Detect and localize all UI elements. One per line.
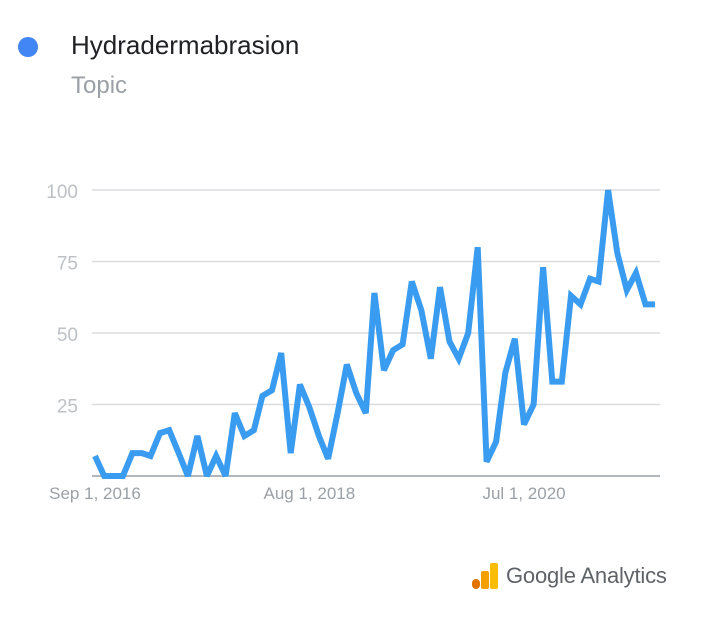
x-axis-ticks: Sep 1, 2016 Aug 1, 2018 Jul 1, 2020 — [49, 484, 565, 503]
data-point — [122, 476, 123, 477]
data-point — [533, 404, 534, 405]
legend-series-name: Hydradermabrasion — [71, 30, 300, 60]
data-point — [253, 430, 254, 431]
data-point — [328, 458, 329, 459]
data-point — [309, 407, 310, 408]
data-point — [571, 295, 572, 296]
data-point — [430, 358, 431, 359]
logo-text: Google Analytics — [506, 563, 667, 588]
data-point — [141, 453, 142, 454]
data-point — [608, 190, 609, 191]
data-point — [477, 247, 478, 248]
data-point — [505, 373, 506, 374]
data-point — [468, 333, 469, 334]
y-tick-label: 100 — [46, 182, 78, 203]
data-point — [374, 293, 375, 294]
data-point — [234, 413, 235, 414]
y-tick-label: 75 — [57, 254, 78, 275]
data-point — [318, 436, 319, 437]
data-point — [365, 413, 366, 414]
data-point — [197, 436, 198, 437]
data-point — [486, 461, 487, 462]
data-point — [402, 344, 403, 345]
data-point — [150, 456, 151, 457]
data-point — [160, 433, 161, 434]
data-point — [356, 393, 357, 394]
data-point — [169, 430, 170, 431]
legend-series-type: Topic — [71, 72, 128, 99]
data-point — [244, 436, 245, 437]
data-point — [346, 364, 347, 365]
google-analytics-logo: Google Analytics — [470, 560, 685, 594]
y-tick-label: 25 — [57, 397, 78, 418]
data-point — [421, 310, 422, 311]
data-point — [95, 456, 96, 457]
data-point — [383, 370, 384, 371]
data-point — [552, 381, 553, 382]
data-point — [206, 476, 207, 477]
data-point — [645, 304, 646, 305]
data-point — [449, 341, 450, 342]
data-point — [458, 358, 459, 359]
data-point — [626, 290, 627, 291]
x-tick-label: Aug 1, 2018 — [264, 484, 356, 503]
data-point — [272, 390, 273, 391]
grid-lines — [92, 189, 660, 477]
data-point — [187, 476, 188, 477]
data-point — [337, 413, 338, 414]
y-tick-label: 50 — [57, 325, 78, 346]
data-point — [514, 338, 515, 339]
data-point — [598, 281, 599, 282]
data-point — [655, 304, 656, 305]
data-point — [617, 252, 618, 253]
data-point — [440, 287, 441, 288]
x-tick-label: Jul 1, 2020 — [482, 484, 565, 503]
data-point — [281, 353, 282, 354]
data-point — [225, 476, 226, 477]
series-line — [92, 189, 655, 479]
legend-color-dot — [18, 37, 38, 57]
data-point — [411, 281, 412, 282]
data-point — [290, 453, 291, 454]
data-point — [216, 456, 217, 457]
data-point — [496, 441, 497, 442]
data-point — [524, 424, 525, 425]
data-point — [561, 381, 562, 382]
data-point — [262, 395, 263, 396]
series-layer — [92, 189, 656, 479]
y-axis-ticks: 100 75 50 25 — [46, 182, 78, 418]
data-point — [104, 476, 105, 477]
data-point — [299, 384, 300, 385]
data-point — [393, 350, 394, 351]
data-point — [132, 453, 133, 454]
data-point — [580, 304, 581, 305]
data-point — [590, 278, 591, 279]
x-tick-label: Sep 1, 2016 — [49, 484, 141, 503]
analytics-logo-icon — [472, 563, 498, 589]
data-point — [178, 453, 179, 454]
data-point — [543, 267, 544, 268]
data-point — [113, 476, 114, 477]
data-point — [636, 272, 637, 273]
legend: Hydradermabrasion Topic — [14, 28, 374, 108]
